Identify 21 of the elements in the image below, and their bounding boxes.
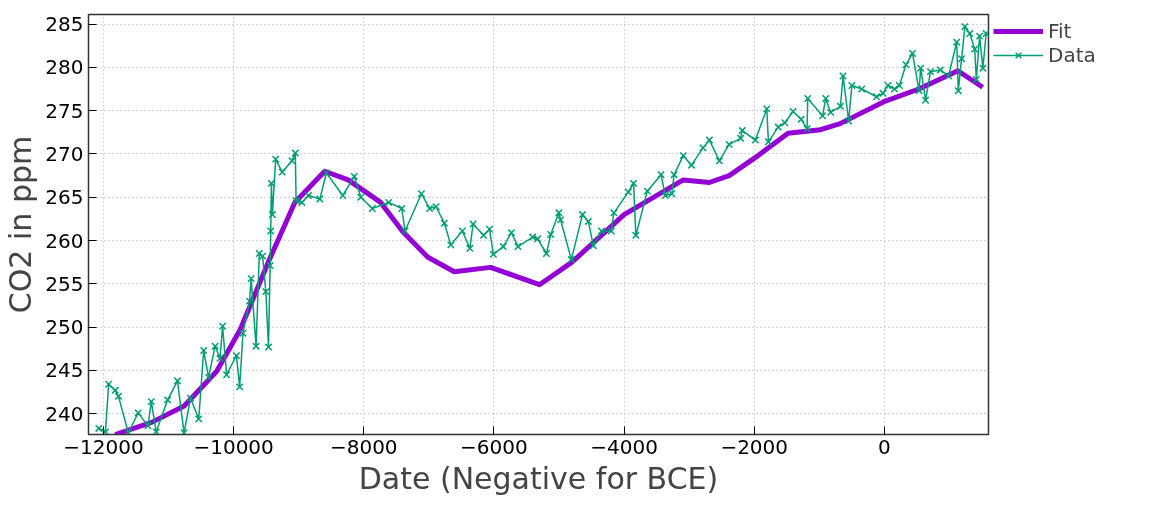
y-tick-label: 255 xyxy=(45,271,84,296)
legend-label: Fit xyxy=(1048,19,1072,43)
x-tick-label: −12000 xyxy=(63,434,144,459)
y-tick-label: 250 xyxy=(45,315,84,340)
y-tick-label: 245 xyxy=(45,358,84,383)
y-tick-label: 265 xyxy=(45,185,84,210)
y-axis-title: CO2 in ppm xyxy=(3,135,39,314)
x-tick-label: −4000 xyxy=(590,434,658,459)
x-tick-label: −6000 xyxy=(460,434,528,459)
x-tick-label: 0 xyxy=(878,434,891,459)
legend-label: Data xyxy=(1048,43,1096,67)
y-tick-label: 270 xyxy=(45,141,84,166)
y-tick-label: 240 xyxy=(45,401,84,426)
x-axis-title: Date (Negative for BCE) xyxy=(358,460,719,496)
y-tick-label: 280 xyxy=(45,55,84,80)
y-tick-label: 260 xyxy=(45,228,84,253)
x-tick-label: −10000 xyxy=(193,434,274,459)
x-tick-label: −8000 xyxy=(329,434,398,459)
x-tick-label: −2000 xyxy=(720,434,789,459)
y-tick-label: 275 xyxy=(45,98,84,123)
y-tick-label: 285 xyxy=(45,12,84,37)
